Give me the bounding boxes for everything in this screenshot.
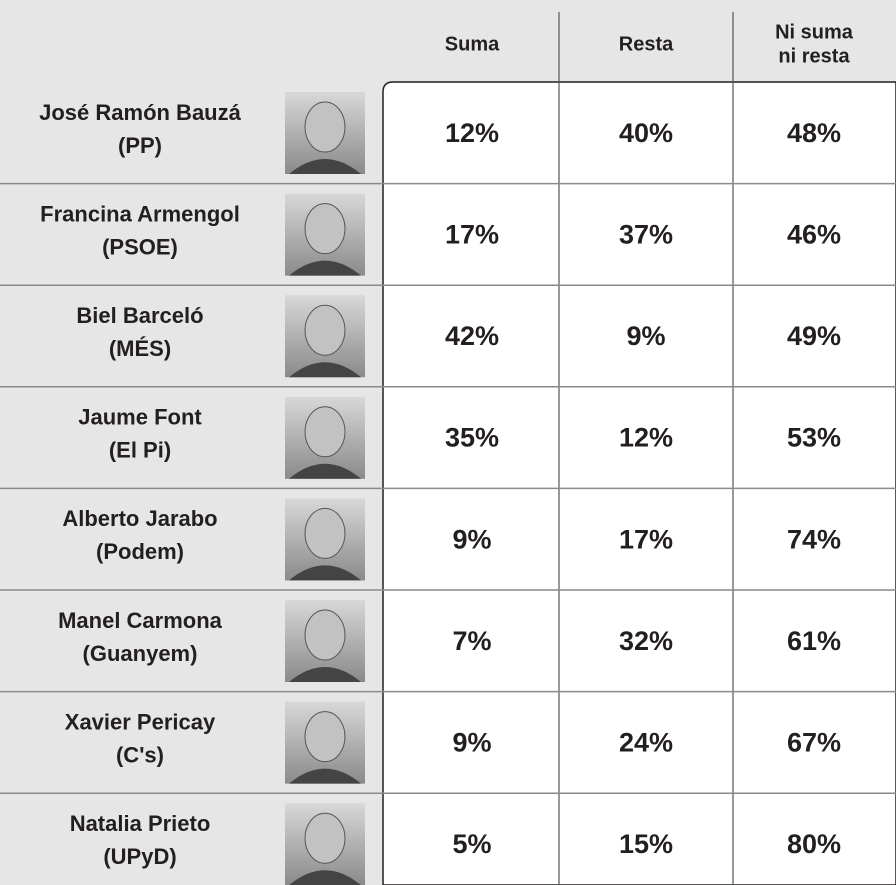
cell-value: 53% <box>787 423 841 453</box>
party: (Podem) <box>96 539 184 564</box>
photo <box>285 702 365 784</box>
photo-head <box>305 508 345 558</box>
cell-value: 46% <box>787 220 841 250</box>
party: (PP) <box>118 133 162 158</box>
photo-head <box>305 102 345 152</box>
party: (Guanyem) <box>83 641 198 666</box>
cell-value: 12% <box>619 423 673 453</box>
cell-value: 74% <box>787 524 841 554</box>
person-name: Natalia Prieto <box>70 811 211 836</box>
person-name: José Ramón Bauzá <box>39 100 241 125</box>
cell-value: 24% <box>619 728 673 758</box>
party: (C's) <box>116 742 164 767</box>
photo-head <box>305 407 345 457</box>
person-name: Alberto Jarabo <box>62 506 217 531</box>
party: (PSOE) <box>102 234 178 259</box>
photo-head <box>305 712 345 762</box>
cell-value: 61% <box>787 626 841 656</box>
page: Suma / Resta {"table": { "columns": [["S… <box>0 0 896 885</box>
photo-head <box>305 305 345 355</box>
photo-head <box>305 813 345 863</box>
party: (MÉS) <box>109 336 171 361</box>
person-name: Manel Carmona <box>58 608 223 633</box>
cell-value: 9% <box>452 728 491 758</box>
photo <box>285 397 365 479</box>
party: (El Pi) <box>109 438 171 463</box>
cell-value: 9% <box>626 321 665 351</box>
photo <box>285 194 365 276</box>
column-header: ni resta <box>778 45 850 67</box>
photo <box>285 92 365 174</box>
person-name: Jaume Font <box>78 405 202 430</box>
cell-value: 32% <box>619 626 673 656</box>
cell-value: 40% <box>619 118 673 148</box>
photo <box>285 295 365 377</box>
photo <box>285 803 365 885</box>
person-name: Francina Armengol <box>40 201 240 226</box>
cell-value: 12% <box>445 118 499 148</box>
photo <box>285 498 365 580</box>
photo-head <box>305 610 345 660</box>
column-header: Resta <box>619 33 674 55</box>
cell-value: 7% <box>452 626 491 656</box>
cell-value: 15% <box>619 829 673 859</box>
party: (UPyD) <box>103 844 176 869</box>
cell-value: 67% <box>787 728 841 758</box>
table-graphic: Suma Resta Ni sumani resta José Ramón Bauzá… <box>0 0 896 885</box>
cell-value: 80% <box>787 829 841 859</box>
body: Suma Resta Ni sumani resta José Ramón Bauzá… <box>0 0 896 885</box>
cell-value: 37% <box>619 220 673 250</box>
cell-value: 42% <box>445 321 499 351</box>
photo <box>285 600 365 682</box>
person-name: Biel Barceló <box>76 303 203 328</box>
cell-value: 35% <box>445 423 499 453</box>
cell-value: 49% <box>787 321 841 351</box>
cell-value: 17% <box>619 524 673 554</box>
cell-value: 5% <box>452 829 491 859</box>
cell-value: 9% <box>452 524 491 554</box>
photo-head <box>305 204 345 254</box>
table-body <box>383 82 896 885</box>
cell-value: 48% <box>787 118 841 148</box>
person-name: Xavier Pericay <box>65 709 216 734</box>
column-header: Ni suma <box>775 21 854 43</box>
column-header: Suma <box>445 33 500 55</box>
cell-value: 17% <box>445 220 499 250</box>
